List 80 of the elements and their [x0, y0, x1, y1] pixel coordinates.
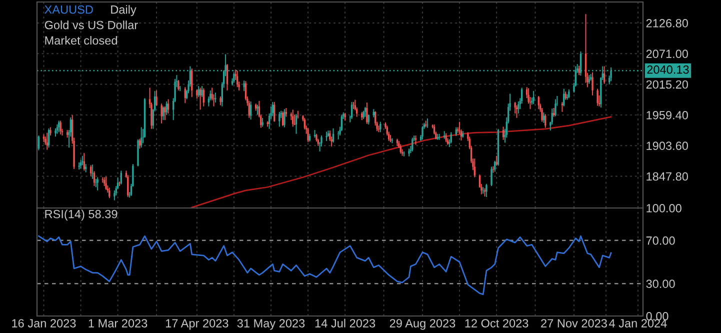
candlestick	[482, 186, 484, 194]
candlestick	[422, 126, 424, 140]
chart-title: RSI(14) 58.39	[45, 210, 118, 221]
y-tick-label: 2126.80	[646, 19, 688, 28]
y-tick-label: 70.00	[646, 236, 675, 245]
candlestick	[196, 88, 198, 100]
ref-line-label: 2040.13	[647, 65, 689, 74]
candlestick	[518, 100, 520, 114]
candlestick	[226, 64, 228, 91]
y-tick-label: 100.00	[646, 204, 682, 212]
candlestick	[256, 104, 258, 116]
candlestick	[92, 164, 94, 180]
candlestick	[243, 80, 245, 92]
candlestick	[366, 102, 368, 124]
candlestick	[56, 124, 58, 134]
candlestick	[538, 95, 540, 110]
candlestick	[164, 106, 166, 121]
candlestick	[532, 90, 534, 105]
candlestick	[514, 101, 516, 114]
candlestick	[156, 90, 158, 106]
candlestick	[544, 114, 546, 128]
candlestick	[233, 72, 235, 84]
candlestick	[592, 72, 594, 96]
candlestick	[295, 114, 298, 134]
annotation: Gold vs US Dollar	[44, 20, 138, 30]
y-tick-label: 1903.60	[646, 142, 688, 150]
candlestick	[486, 183, 488, 198]
candlestick	[307, 127, 309, 143]
x-tick-label: 17 Apr 2023	[166, 319, 228, 330]
line-series	[38, 235, 612, 296]
y-tick-label: 1847.80	[646, 172, 688, 181]
chart-subtitle: Daily	[111, 5, 136, 16]
candlestick	[166, 100, 168, 116]
x-tick-label: 12 Oct 2023	[465, 319, 528, 328]
candlestick	[191, 68, 193, 98]
candlestick	[284, 108, 286, 128]
candlestick	[162, 106, 164, 121]
line-series	[191, 116, 612, 208]
candlestick	[326, 131, 328, 142]
candlestick	[160, 103, 162, 124]
candlestick	[578, 65, 580, 76]
y-tick-label: 2015.20	[646, 80, 688, 89]
candlestick	[496, 155, 498, 166]
candlestick	[272, 101, 274, 117]
y-tick-label: 30.00	[646, 280, 675, 288]
candlestick	[304, 117, 306, 130]
candlestick	[127, 174, 129, 198]
x-tick-label: 29 Aug 2023	[390, 319, 456, 330]
chart-title: XAUUSD	[44, 5, 93, 14]
candlestick	[561, 101, 564, 112]
candlestick	[563, 88, 565, 107]
x-tick-label: 14 Jul 2023	[315, 318, 376, 328]
candlestick	[105, 176, 107, 190]
candlestick	[60, 120, 62, 135]
candlestick	[214, 92, 216, 104]
candlestick	[114, 190, 116, 201]
x-tick-label: 27 Nov 2023	[541, 319, 607, 328]
candlestick	[236, 70, 238, 88]
candlestick	[138, 138, 141, 150]
candlestick	[337, 130, 340, 140]
candlestick	[120, 170, 122, 185]
candlestick	[178, 80, 180, 91]
x-tick-label: 4 Jan 2024	[609, 319, 667, 328]
candlestick	[490, 166, 492, 187]
annotation: Market closed	[45, 36, 117, 45]
y-tick-label: 2071.00	[646, 50, 688, 58]
y-tick-label: 1959.40	[646, 110, 688, 120]
candlestick	[46, 132, 48, 150]
candlestick	[201, 86, 203, 98]
candlestick	[364, 106, 366, 118]
candlestick	[541, 108, 543, 122]
candlestick	[179, 86, 181, 92]
x-tick-label: 31 May 2023	[237, 319, 305, 330]
x-tick-label: 16 Jan 2023	[12, 319, 76, 328]
candlestick	[596, 88, 598, 106]
x-tick-label: 1 Mar 2023	[88, 319, 148, 328]
candlestick	[368, 114, 370, 125]
candlestick	[82, 155, 84, 166]
candlestick	[412, 137, 414, 152]
candlestick	[542, 112, 545, 124]
